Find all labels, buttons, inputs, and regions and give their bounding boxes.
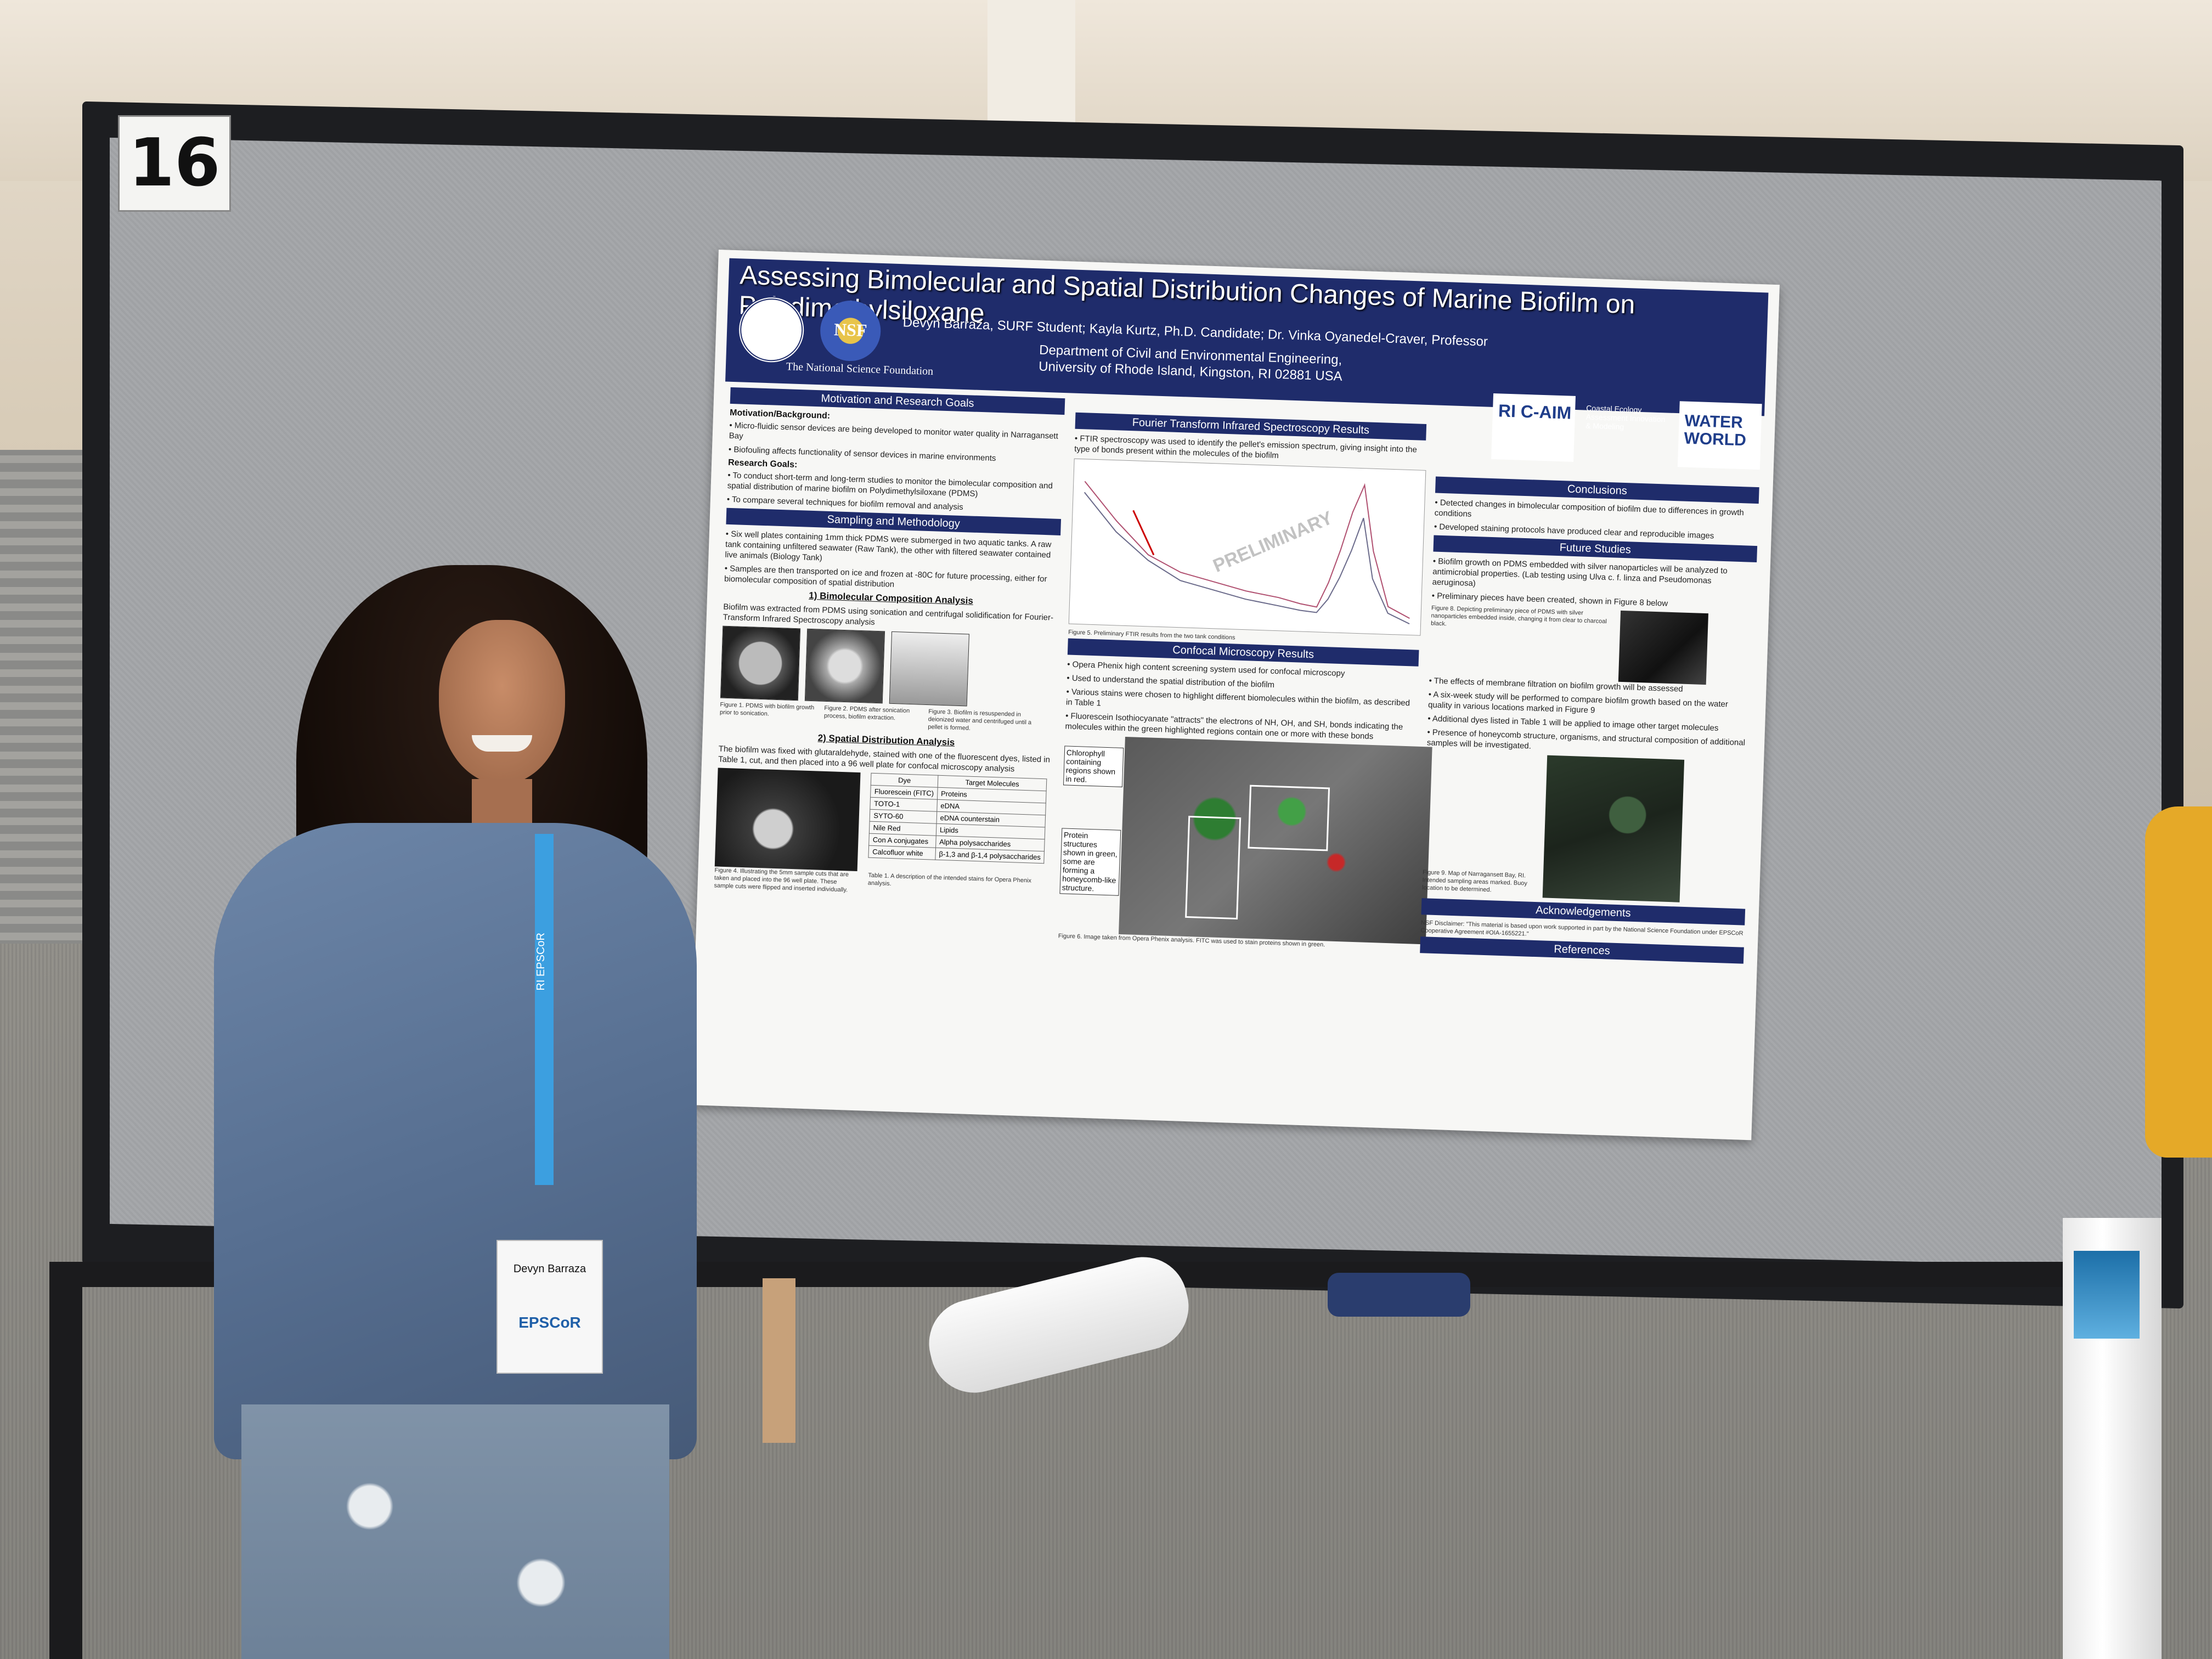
passerby-yellow-jacket xyxy=(2145,806,2212,1158)
ftir-line-raw xyxy=(1084,481,1410,619)
figure-4-caption: Figure 4. Illustrating the 5mm sample cu… xyxy=(714,867,849,894)
ftir-spectrum-plot: PRELIMINARY xyxy=(1068,458,1426,636)
person-blazer xyxy=(214,823,697,1459)
booth-number-sign: 16 xyxy=(118,115,231,212)
poster-tube-label xyxy=(2074,1251,2140,1339)
wooden-post xyxy=(763,1278,795,1443)
protein-label: Protein structures shown in green, some … xyxy=(1059,828,1121,896)
name-badge: Devyn Barraza EPSCoR xyxy=(496,1240,603,1374)
poster-column-left: Motivation and Research Goals Motivation… xyxy=(714,387,1065,903)
figure-row-1-3 xyxy=(720,625,1057,712)
stone-pillar xyxy=(0,450,82,966)
figure-8-block: Figure 8. Depicting preliminary piece of… xyxy=(1429,604,1755,686)
methods-bullet-text: Six well plates containing 1mm thick PDM… xyxy=(725,529,1052,563)
board-leg-left xyxy=(49,1262,82,1659)
figure-9-map-image xyxy=(1542,755,1685,902)
person-smile xyxy=(472,735,532,752)
figure-8-image xyxy=(1618,610,1709,685)
lanyard-text: RI EPSCoR xyxy=(535,933,547,991)
confocal-figure: Chlorophyll containing regions shown in … xyxy=(1058,735,1432,945)
table-cell: Calcofluor white xyxy=(868,845,936,860)
badge-name: Devyn Barraza xyxy=(513,1263,586,1275)
figure-3-image xyxy=(889,631,970,707)
water-world-logo-text: WATER WORLD xyxy=(1684,411,1747,450)
lanyard xyxy=(535,834,554,1185)
poster-column-middle: Fourier Transform Infrared Spectroscopy … xyxy=(1058,412,1432,954)
ftir-spectrum-lines xyxy=(1084,481,1410,625)
highlight-box-red xyxy=(1248,785,1330,851)
ftir-annotation-arrow xyxy=(1132,510,1155,556)
figure-1-image xyxy=(720,625,801,701)
research-poster: Assessing Bimolecular and Spatial Distri… xyxy=(690,250,1780,1141)
figure-8-caption: Figure 8. Depicting preliminary piece of… xyxy=(1430,605,1607,628)
figure-2-caption: Figure 2. PDMS after sonication process,… xyxy=(823,704,910,722)
cea-logo-text: Coastal Ecology Assessment Innovation & … xyxy=(1585,403,1666,431)
figure-9-caption: Figure 9. Map of Narragansett Bay, RI. I… xyxy=(1421,869,1528,894)
figure-9-block: Figure 9. Map of Narragansett Bay, RI. I… xyxy=(1422,751,1750,904)
figure-1-caption: Figure 1. PDMS with biofilm growth prior… xyxy=(719,701,815,718)
person-face xyxy=(439,620,565,785)
ri-c-aim-logo-text: RI C-AIM xyxy=(1498,400,1572,423)
highlight-box-green xyxy=(1185,815,1242,920)
chlorophyll-label: Chlorophyll containing regions shown in … xyxy=(1063,746,1124,787)
stain-table: Dye Target Molecules Fluorescein (FITC) P… xyxy=(868,773,1047,864)
ftir-line-bio xyxy=(1084,492,1410,625)
poster-column-right: Conclusions • Detected changes in bimole… xyxy=(1420,476,1759,968)
figure-4-and-table: Dye Target Molecules Fluorescein (FITC) P… xyxy=(714,768,1053,877)
future-bullet-text: Biofilm growth on PDMS embedded with sil… xyxy=(1432,556,1728,589)
bag-on-floor xyxy=(1328,1273,1470,1317)
person-floral-dress xyxy=(241,1404,669,1659)
confocal-microscopy-image xyxy=(1119,737,1432,945)
table-1-caption: Table 1. A description of the intended s… xyxy=(867,872,1032,888)
figure-2-image xyxy=(804,628,885,704)
badge-logo: EPSCoR xyxy=(518,1314,581,1331)
figure-4-image xyxy=(714,768,861,871)
nsf-logo-text: NSF xyxy=(833,319,868,341)
figure-3-caption: Figure 3. Biofilm is resuspended in deio… xyxy=(928,708,1032,732)
